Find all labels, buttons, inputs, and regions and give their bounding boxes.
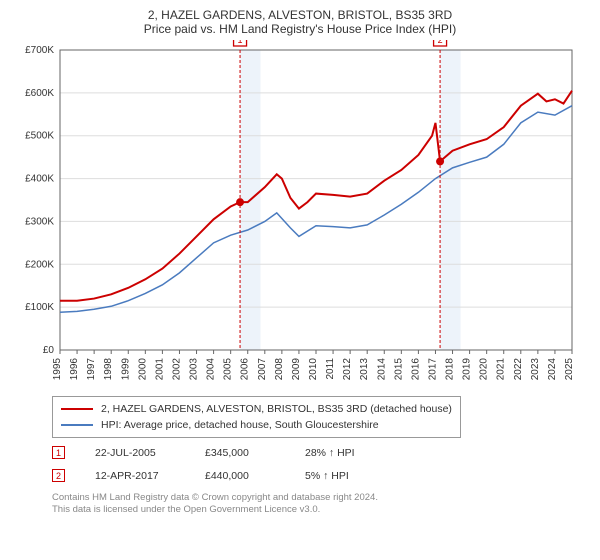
sale-marker: 1 — [52, 446, 65, 459]
svg-text:2007: 2007 — [257, 358, 268, 381]
svg-text:1999: 1999 — [120, 358, 131, 381]
svg-text:1: 1 — [238, 40, 243, 45]
svg-text:1998: 1998 — [103, 358, 114, 381]
svg-text:1995: 1995 — [52, 358, 63, 381]
svg-text:£500K: £500K — [25, 131, 54, 142]
sale-delta: 5% ↑ HPI — [305, 470, 405, 482]
svg-text:2002: 2002 — [171, 358, 182, 381]
svg-text:2003: 2003 — [189, 358, 200, 381]
chart-area: £0 £100K £200K £300K £400K £500K £600K £700K 199… — [12, 40, 588, 390]
svg-text:2000: 2000 — [137, 358, 148, 381]
svg-text:£600K: £600K — [25, 88, 54, 99]
sale-date: 12-APR-2017 — [95, 470, 205, 482]
sale-row: 2 12-APR-2017£440,0005% ↑ HPI — [52, 469, 588, 482]
footer-line-1: Contains HM Land Registry data © Crown c… — [52, 492, 588, 504]
svg-text:2016: 2016 — [410, 358, 421, 381]
legend-label: 2, HAZEL GARDENS, ALVESTON, BRISTOL, BS3… — [101, 403, 452, 415]
svg-text:1996: 1996 — [69, 358, 80, 381]
svg-text:2017: 2017 — [427, 358, 438, 381]
svg-text:2020: 2020 — [479, 358, 490, 381]
svg-text:2023: 2023 — [530, 358, 541, 381]
price-chart: £0 £100K £200K £300K £400K £500K £600K £700K 199… — [12, 40, 588, 390]
svg-text:£400K: £400K — [25, 174, 54, 185]
svg-text:2019: 2019 — [462, 358, 473, 381]
svg-text:2: 2 — [438, 40, 443, 45]
svg-text:2004: 2004 — [206, 358, 217, 381]
svg-text:£700K: £700K — [25, 45, 54, 56]
svg-text:£200K: £200K — [25, 259, 54, 270]
svg-text:2014: 2014 — [376, 358, 387, 381]
svg-text:2011: 2011 — [325, 358, 336, 380]
footer-line-2: This data is licensed under the Open Gov… — [52, 504, 588, 516]
svg-text:2001: 2001 — [154, 358, 165, 381]
svg-text:2012: 2012 — [342, 358, 353, 381]
sales-table: 1 22-JUL-2005£345,00028% ↑ HPI 2 12-APR-201… — [52, 446, 588, 482]
legend: 2, HAZEL GARDENS, ALVESTON, BRISTOL, BS3… — [52, 396, 461, 438]
svg-text:2008: 2008 — [274, 358, 285, 381]
svg-text:2021: 2021 — [496, 358, 507, 381]
sale-price: £345,000 — [205, 447, 305, 459]
sale-delta: 28% ↑ HPI — [305, 447, 405, 459]
sale-price: £440,000 — [205, 470, 305, 482]
svg-text:2015: 2015 — [393, 358, 404, 381]
legend-row: 2, HAZEL GARDENS, ALVESTON, BRISTOL, BS3… — [61, 403, 452, 415]
svg-text:£100K: £100K — [25, 302, 54, 313]
svg-text:1997: 1997 — [86, 358, 97, 381]
sale-date: 22-JUL-2005 — [95, 447, 205, 459]
svg-text:2005: 2005 — [223, 358, 234, 381]
sale-marker: 2 — [52, 469, 65, 482]
chart-title: 2, HAZEL GARDENS, ALVESTON, BRISTOL, BS3… — [12, 8, 588, 22]
svg-text:2006: 2006 — [240, 358, 251, 381]
legend-swatch — [61, 408, 93, 410]
svg-text:2024: 2024 — [547, 358, 558, 381]
sale-row: 1 22-JUL-2005£345,00028% ↑ HPI — [52, 446, 588, 459]
svg-text:2013: 2013 — [359, 358, 370, 381]
svg-text:2010: 2010 — [308, 358, 319, 381]
svg-text:2018: 2018 — [445, 358, 456, 381]
svg-text:2022: 2022 — [513, 358, 524, 381]
chart-subtitle: Price paid vs. HM Land Registry's House … — [12, 22, 588, 36]
chart-title-block: 2, HAZEL GARDENS, ALVESTON, BRISTOL, BS3… — [12, 8, 588, 36]
footer-attribution: Contains HM Land Registry data © Crown c… — [52, 492, 588, 517]
svg-text:2009: 2009 — [291, 358, 302, 381]
svg-text:2025: 2025 — [564, 358, 575, 381]
legend-swatch — [61, 424, 93, 426]
svg-text:£0: £0 — [43, 345, 55, 356]
legend-row: HPI: Average price, detached house, Sout… — [61, 419, 452, 431]
svg-text:£300K: £300K — [25, 216, 54, 227]
legend-label: HPI: Average price, detached house, Sout… — [101, 419, 379, 431]
